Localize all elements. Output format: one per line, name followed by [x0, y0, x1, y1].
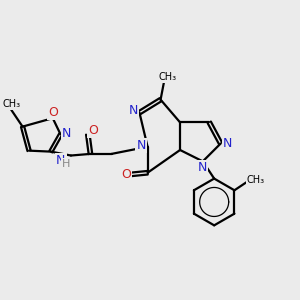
Text: N: N — [62, 127, 71, 140]
Text: N: N — [198, 161, 208, 174]
Text: O: O — [49, 106, 58, 119]
Text: O: O — [121, 168, 131, 181]
Text: O: O — [88, 124, 98, 137]
Text: N: N — [56, 154, 66, 166]
Text: CH₃: CH₃ — [247, 175, 265, 185]
Text: N: N — [223, 137, 232, 150]
Text: N: N — [136, 139, 146, 152]
Text: N: N — [128, 103, 138, 117]
Text: CH₃: CH₃ — [158, 72, 176, 82]
Text: CH₃: CH₃ — [2, 99, 21, 109]
Text: H: H — [61, 159, 70, 169]
